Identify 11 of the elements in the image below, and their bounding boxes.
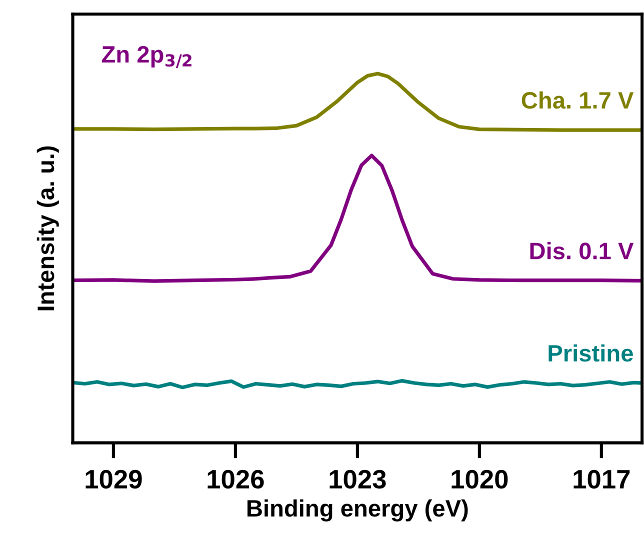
series-label: Cha. 1.7 V [522, 91, 634, 109]
series-label: Dis. 0.1 V [530, 242, 634, 260]
series-label: Pristine [548, 344, 633, 362]
y-axis-title: Intensity (a. u.) [36, 146, 59, 310]
text: Zn 2p$_{3/2}$ [102, 46, 192, 68]
x-tick-label: 1017 [574, 470, 630, 489]
x-tick-label: 1023 [330, 470, 386, 489]
x-tick-label: 1029 [86, 470, 142, 489]
x-axis-title: Binding energy (eV) [248, 499, 468, 522]
x-tick-label: 1026 [208, 470, 264, 489]
x-tick-label: 1020 [452, 470, 508, 489]
